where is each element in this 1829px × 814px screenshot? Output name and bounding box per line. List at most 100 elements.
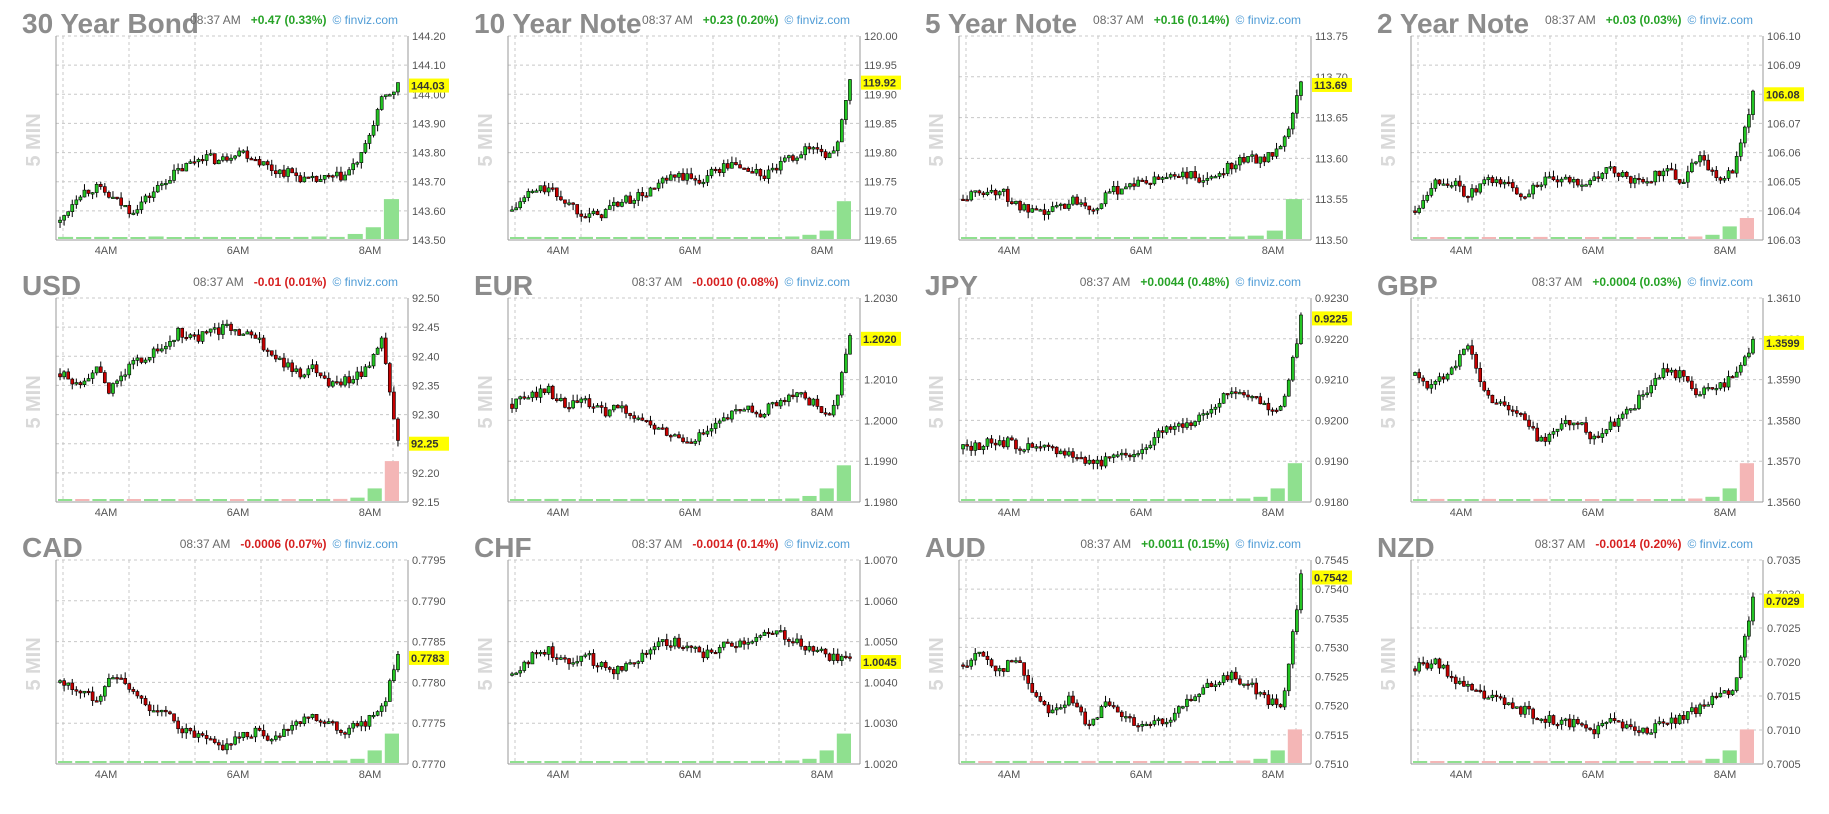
candle (554, 657, 559, 660)
volume-bar (664, 761, 679, 763)
x-tick-label: 6AM (227, 769, 250, 781)
copyright-icon: © (332, 13, 345, 27)
candle (1612, 166, 1617, 174)
candle (1714, 388, 1719, 391)
candle (1083, 711, 1088, 725)
candle (1054, 205, 1059, 208)
source-text: finviz.com (1699, 13, 1753, 27)
candle (1559, 423, 1564, 430)
source-link[interactable]: © finviz.com (784, 537, 850, 551)
chart-panel[interactable]: 5 MIN1.20301.20201.20101.20001.19901.198… (452, 262, 904, 524)
candle (993, 442, 998, 446)
candle (1714, 170, 1719, 179)
chart-panel[interactable]: 5 MIN1.36101.36001.35901.35801.35701.356… (1355, 262, 1807, 524)
x-tick-label: 8AM (1262, 769, 1285, 781)
candle (1510, 182, 1515, 189)
candle (1034, 208, 1039, 211)
volume-bar (510, 499, 525, 501)
candle (599, 405, 604, 408)
source-link[interactable]: © finviz.com (1235, 13, 1301, 27)
y-tick-label: 143.90 (412, 118, 446, 130)
last-price-box (861, 331, 901, 346)
source-link[interactable]: © finviz.com (1687, 13, 1753, 27)
volume-bar (1653, 760, 1668, 763)
source-link[interactable]: © finviz.com (1235, 275, 1301, 289)
source-link[interactable]: © finviz.com (784, 13, 850, 27)
x-tick-label: 4AM (547, 507, 570, 519)
candle (1519, 412, 1523, 416)
candle (1124, 716, 1128, 719)
chart-panel[interactable]: 5 MIN0.70350.70300.70250.70200.70150.701… (1355, 524, 1807, 786)
chart-panel[interactable]: 5 MIN106.10106.09106.08106.07106.06106.0… (1355, 0, 1807, 262)
chart-panel[interactable]: 5 MIN 113.75 113.70 113.65 113.60 113.55 113.5… (903, 0, 1355, 262)
chart-panel[interactable]: 5 MIN 0.7795 0.7790 0.7785 0.7780 0.7775 0.777… (0, 524, 452, 786)
source-link[interactable]: © finviz.com (1687, 537, 1753, 551)
y-tick-label: 0.9200 (1315, 415, 1349, 427)
candle (355, 162, 360, 165)
timestamp: 08:37 AM (631, 537, 683, 551)
chart-panel[interactable]: 5 MIN 1.0070 1.0060 1.0050 1.0040 1.0030 1.002… (452, 524, 904, 786)
candle (668, 435, 673, 438)
volume-bar (333, 760, 348, 763)
candle (1136, 179, 1140, 187)
candle (233, 329, 237, 332)
candle (326, 377, 331, 387)
candle (273, 354, 278, 360)
candle (616, 201, 620, 207)
candle (371, 125, 376, 136)
candle (1185, 698, 1189, 707)
candle (1608, 166, 1613, 169)
chart-panel[interactable]: 5 MIN 0.7545 0.7540 0.7535 0.7530 0.7525 0.752… (903, 524, 1355, 786)
chart-panel[interactable]: 5 MIN92.5092.4592.4092.3592.3092.2592.20… (0, 262, 452, 524)
x-tick-label: 8AM (1262, 507, 1285, 519)
candle (1584, 724, 1588, 729)
volume-bar (1219, 498, 1234, 501)
volume-bar (230, 499, 245, 501)
candle (379, 96, 384, 110)
volume-bar (1430, 237, 1445, 239)
candle (1062, 704, 1067, 708)
volume-bar (682, 237, 697, 239)
candle (131, 212, 136, 215)
candle (1490, 394, 1495, 404)
source-link[interactable]: © finviz.com (332, 13, 398, 27)
candle (1742, 635, 1747, 658)
candle (550, 385, 555, 399)
source-link[interactable]: © finviz.com (332, 275, 398, 289)
volume-bar (1533, 498, 1548, 501)
chart-panel[interactable]: 5 MIN 0.9230 0.9220 0.9210 0.9200 0.9190 0.918… (903, 262, 1355, 524)
source-link[interactable]: © finviz.com (784, 275, 850, 289)
candle (689, 173, 694, 179)
candle (656, 182, 661, 189)
candle (1726, 170, 1731, 179)
chart-panel[interactable]: 5 MIN 120.00 119.95 119.90 119.85 119.80 119.7… (452, 0, 904, 262)
volume-bar (92, 761, 107, 763)
candle (1042, 444, 1047, 448)
candle (701, 651, 706, 659)
last-price-box (1312, 570, 1352, 585)
source-link[interactable]: © finviz.com (1235, 537, 1301, 551)
source-link[interactable]: © finviz.com (1687, 275, 1753, 289)
candle (1616, 418, 1621, 427)
copyright-icon: © (332, 537, 345, 551)
volume-bar (1481, 498, 1496, 501)
candle (204, 331, 209, 334)
period-label: 5 MIN (926, 113, 948, 166)
candle (265, 349, 270, 352)
candle (1421, 662, 1426, 665)
source-link[interactable]: © finviz.com (332, 537, 398, 551)
candle (1661, 368, 1666, 378)
timestamp: 08:37 AM (631, 275, 683, 289)
candle (269, 739, 274, 742)
chart-panel[interactable]: 5 MIN 144.20 144.10 144.00 143.90 143.80 143.7… (0, 0, 452, 262)
candle (1494, 402, 1499, 405)
candle (1164, 426, 1169, 433)
candle (791, 394, 795, 398)
y-tick-label: 0.7005 (1767, 759, 1801, 771)
copyright-icon: © (1235, 13, 1248, 27)
candle (1429, 188, 1434, 196)
candle (575, 400, 580, 403)
candle (363, 143, 368, 153)
candle (762, 631, 767, 636)
